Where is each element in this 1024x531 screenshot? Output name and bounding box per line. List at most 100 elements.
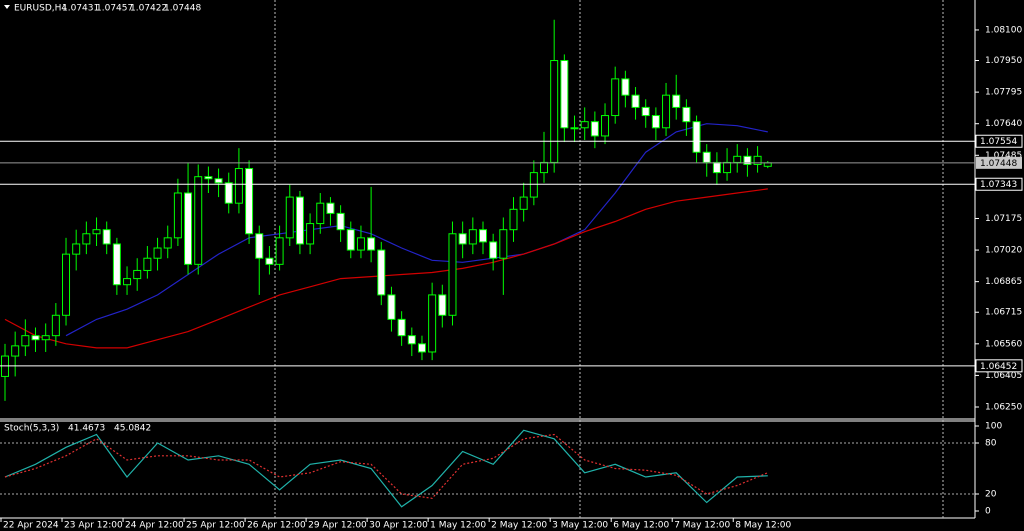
x-tick-label: 2 May 12:00 bbox=[491, 521, 547, 531]
x-tick-label: 30 Apr 12:00 bbox=[369, 521, 428, 531]
candle-body bbox=[753, 155, 762, 165]
candle-body bbox=[407, 335, 416, 345]
candle-body bbox=[509, 208, 518, 231]
x-tick-label: 8 May 12:00 bbox=[735, 521, 791, 531]
y-tick-label: 1.06405 bbox=[985, 371, 1022, 381]
candle-body bbox=[133, 269, 142, 280]
candle-body bbox=[285, 196, 294, 239]
candle-body bbox=[641, 106, 650, 117]
candle-body bbox=[356, 237, 365, 251]
candle-body bbox=[540, 161, 549, 174]
candle-body bbox=[692, 121, 701, 153]
candle-body bbox=[204, 176, 213, 180]
x-tick-label: 7 May 12:00 bbox=[674, 521, 730, 531]
x-tick-label: 29 Apr 12:00 bbox=[308, 521, 367, 531]
candle-body bbox=[275, 237, 284, 265]
moving-average bbox=[65, 123, 768, 337]
candle-body bbox=[82, 233, 91, 245]
candle-body bbox=[712, 161, 721, 174]
price-label-box bbox=[975, 134, 1023, 148]
candle-body bbox=[580, 121, 589, 129]
stoch-title: Stoch(5,3,3) bbox=[4, 424, 59, 434]
candle-body bbox=[326, 202, 335, 214]
candle-body bbox=[478, 229, 487, 243]
candle-body bbox=[112, 243, 121, 286]
candle-body bbox=[163, 237, 172, 249]
candle-body bbox=[682, 106, 691, 123]
candle-body bbox=[743, 155, 752, 165]
candle-body bbox=[570, 127, 579, 130]
stoch-signal-value: 45.0842 bbox=[114, 424, 151, 434]
candle-body bbox=[611, 78, 620, 117]
candle-body bbox=[102, 229, 111, 245]
candle-body bbox=[367, 237, 376, 251]
candle-body bbox=[306, 223, 315, 245]
price-label-box bbox=[975, 359, 1023, 373]
x-tick-label: 26 Apr 12:00 bbox=[247, 521, 306, 531]
candle-body bbox=[438, 294, 447, 316]
x-tick-label: 1 May 12:00 bbox=[430, 521, 486, 531]
candle-body bbox=[316, 202, 325, 225]
candle-body bbox=[529, 172, 538, 198]
candle-body bbox=[763, 162, 772, 167]
header-open: 1.07431 bbox=[62, 4, 99, 14]
menu-icon[interactable] bbox=[4, 5, 10, 9]
candle-body bbox=[184, 192, 193, 265]
y-tick-label: 20 bbox=[985, 490, 997, 500]
moving-average bbox=[4, 188, 768, 349]
candle-body bbox=[560, 60, 569, 129]
candle-body bbox=[194, 176, 203, 265]
candle-body bbox=[601, 115, 610, 137]
y-tick-label: 1.07950 bbox=[985, 56, 1022, 66]
y-tick-label: 1.06250 bbox=[985, 402, 1022, 412]
candle-body bbox=[295, 196, 304, 245]
candle-body bbox=[550, 60, 559, 163]
candle-body bbox=[651, 115, 660, 129]
candle-body bbox=[41, 335, 50, 341]
candle-body bbox=[245, 168, 254, 235]
candle-body bbox=[468, 229, 477, 245]
y-tick-label: 1.08100 bbox=[985, 25, 1022, 35]
candle-body bbox=[417, 343, 426, 353]
y-tick-label: 1.06560 bbox=[985, 339, 1022, 349]
candle-body bbox=[62, 253, 71, 316]
candle-body bbox=[51, 314, 60, 337]
y-tick-label: 100 bbox=[985, 422, 1002, 432]
candle-body bbox=[590, 121, 599, 137]
candle-body bbox=[255, 233, 264, 259]
candle-body bbox=[21, 335, 30, 347]
candle-body bbox=[621, 78, 630, 96]
stoch-main-value: 41.4673 bbox=[68, 424, 105, 434]
candle-body bbox=[336, 212, 345, 231]
candle-body bbox=[72, 243, 81, 255]
y-tick-label: 1.07795 bbox=[985, 88, 1022, 98]
header-low: 1.07422 bbox=[130, 4, 167, 14]
candle-body bbox=[448, 233, 457, 316]
candle-body bbox=[458, 233, 467, 245]
price-label: 1.06452 bbox=[980, 362, 1017, 372]
y-tick-label: 1.07640 bbox=[985, 119, 1022, 129]
stoch-main bbox=[4, 429, 768, 508]
candle-body bbox=[489, 241, 498, 259]
candle-body bbox=[672, 94, 681, 108]
x-tick-label: 23 Apr 12:00 bbox=[64, 521, 123, 531]
candle-body bbox=[519, 196, 528, 210]
stoch-signal bbox=[4, 433, 769, 499]
candle-body bbox=[11, 345, 20, 357]
current-price-box bbox=[976, 156, 1022, 169]
candle-body bbox=[153, 247, 162, 259]
y-tick-label: 1.07020 bbox=[985, 246, 1022, 256]
candle-body bbox=[397, 318, 406, 337]
candle-body bbox=[92, 229, 101, 235]
x-tick-label: 6 May 12:00 bbox=[613, 521, 669, 531]
candle-body bbox=[387, 294, 396, 320]
candle-body bbox=[733, 155, 742, 163]
candle-body bbox=[631, 94, 640, 108]
x-tick-label: 25 Apr 12:00 bbox=[186, 521, 245, 531]
candle-body bbox=[265, 257, 274, 265]
candle-body bbox=[499, 229, 508, 259]
header-high: 1.07457 bbox=[96, 4, 133, 14]
y-tick-label: 1.06715 bbox=[985, 308, 1022, 318]
